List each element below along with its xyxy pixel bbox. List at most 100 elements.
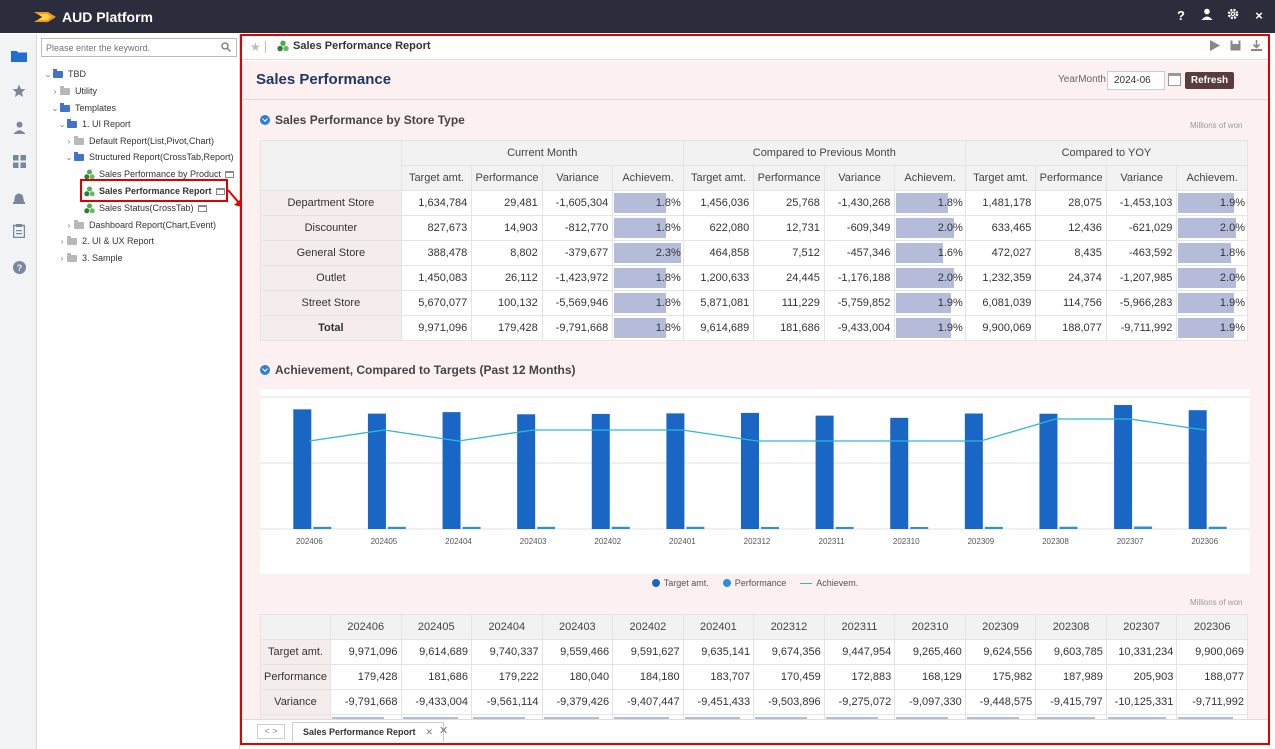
tree-node-utility[interactable]: › Utility bbox=[50, 84, 97, 98]
table-cell: 179,222 bbox=[471, 664, 543, 690]
cell-value: 1.8% bbox=[937, 197, 963, 209]
table-row: Performance 179,428 181,686 179,222 180,040 1… bbox=[260, 664, 1248, 690]
table-cell: 184,180 bbox=[612, 664, 684, 690]
bar-target bbox=[442, 412, 461, 529]
measure-header: Achievem. bbox=[612, 165, 684, 191]
dashboard-icon[interactable] bbox=[10, 152, 28, 170]
tree-node-sales-performance-report[interactable]: Sales Performance Report bbox=[84, 184, 225, 198]
app-titlebar: AUD Platform ? × bbox=[0, 0, 1275, 33]
chevron-down-icon[interactable]: ⌄ bbox=[51, 103, 59, 113]
chevron-right-icon[interactable]: › bbox=[67, 136, 71, 146]
close-icon[interactable]: × bbox=[1255, 8, 1263, 23]
star-icon[interactable] bbox=[10, 82, 28, 100]
chevron-down-icon[interactable]: ⌄ bbox=[65, 152, 73, 162]
table-cell: -1,207,985 bbox=[1105, 265, 1178, 291]
section-title-achievement: Achievement, Compared to Targets (Past 1… bbox=[260, 363, 576, 377]
tree-node-sample[interactable]: › 3. Sample bbox=[57, 251, 123, 265]
tree-node-ui-report[interactable]: ⌄ 1. UI Report bbox=[57, 117, 131, 131]
search-icon[interactable] bbox=[221, 42, 231, 55]
question-icon[interactable]: ? bbox=[10, 258, 28, 276]
table-cell: 10,331,234 bbox=[1105, 639, 1178, 665]
favorite-star-icon[interactable]: ★ bbox=[250, 40, 261, 54]
gear-icon[interactable] bbox=[1225, 8, 1241, 23]
cell-value: 1.6% bbox=[937, 247, 963, 259]
table-cell: 9,591,627 bbox=[612, 639, 684, 665]
tree-node-dashboard-report[interactable]: › Dashboard Report(Chart,Event) bbox=[64, 218, 216, 232]
tree-node-label: Utility bbox=[75, 86, 97, 96]
tree-node-default-report[interactable]: › Default Report(List,Pivot,Chart) bbox=[64, 134, 214, 148]
tab-nav-buttons[interactable]: < > bbox=[257, 724, 285, 739]
x-tick-label: 202312 bbox=[744, 537, 771, 546]
download-icon[interactable] bbox=[1251, 40, 1262, 54]
collapse-icon[interactable] bbox=[260, 365, 270, 375]
table-cell: 114,756 bbox=[1035, 290, 1107, 316]
user-icon[interactable] bbox=[10, 118, 28, 136]
clipboard-icon[interactable] bbox=[10, 222, 28, 240]
bar-target bbox=[964, 413, 983, 529]
table-cell: 24,445 bbox=[753, 265, 825, 291]
save-icon[interactable] bbox=[1230, 40, 1241, 54]
window-icon[interactable] bbox=[197, 204, 207, 212]
table-cell: 9,603,785 bbox=[1035, 639, 1107, 665]
yearmonth-input[interactable]: 2024-06 bbox=[1107, 71, 1165, 90]
chevron-down-icon[interactable]: ⌄ bbox=[58, 119, 66, 129]
achievement-bar bbox=[896, 193, 949, 213]
play-icon[interactable] bbox=[1210, 40, 1220, 54]
close-all-tabs-icon[interactable]: ✕ bbox=[439, 725, 449, 737]
bar-target bbox=[1188, 410, 1207, 529]
achievement-cell: 1.6% bbox=[894, 240, 966, 266]
x-tick-label: 202309 bbox=[967, 537, 994, 546]
table-row: Variance -9,791,668 -9,433,004 -9,561,114 -9… bbox=[260, 689, 1248, 715]
report-header: ★ Sales Performance Report bbox=[242, 36, 1268, 60]
cell-value: 1.9% bbox=[1219, 322, 1245, 334]
table-cell: 8,435 bbox=[1035, 240, 1107, 266]
table-cell: -9,791,668 bbox=[329, 689, 402, 715]
report-icon bbox=[84, 169, 95, 179]
tree-node-tbd[interactable]: ⌄ TBD bbox=[43, 67, 86, 81]
achievement-bar bbox=[896, 268, 955, 288]
tree-node-sales-by-product[interactable]: Sales Performance by Product bbox=[84, 167, 235, 181]
table-cell: 9,900,069 bbox=[1176, 639, 1248, 665]
chevron-right-icon[interactable]: › bbox=[67, 220, 71, 230]
window-icon[interactable] bbox=[225, 170, 235, 178]
achievement-bar bbox=[896, 243, 943, 263]
table-cell: -457,346 bbox=[823, 240, 896, 266]
user-icon[interactable] bbox=[1199, 8, 1215, 23]
table-cell: 388,478 bbox=[400, 240, 473, 266]
refresh-button[interactable]: Refresh bbox=[1185, 72, 1234, 89]
help-icon[interactable]: ? bbox=[1177, 8, 1185, 23]
search-input[interactable] bbox=[42, 39, 212, 56]
table-cell: -1,453,103 bbox=[1105, 190, 1178, 216]
chevron-right-icon[interactable]: › bbox=[60, 253, 64, 263]
x-tick-label: 202402 bbox=[594, 537, 621, 546]
collapse-icon[interactable] bbox=[260, 115, 270, 125]
x-tick-label: 202306 bbox=[1191, 537, 1218, 546]
achievement-cell: 1.9% bbox=[1176, 290, 1248, 316]
table-cell: 1,634,784 bbox=[400, 190, 473, 216]
folder-icon[interactable] bbox=[10, 46, 28, 64]
table-cell: -9,451,433 bbox=[682, 689, 755, 715]
chevron-right-icon[interactable]: › bbox=[53, 86, 57, 96]
tree-node-structured-report[interactable]: ⌄ Structured Report(CrossTab,Report) bbox=[64, 150, 234, 164]
table-cell: 14,903 bbox=[471, 215, 543, 241]
alarm-icon[interactable] bbox=[10, 188, 28, 206]
tree-node-ui-ux-report[interactable]: › 2. UI & UX Report bbox=[57, 234, 154, 248]
achievement-bar bbox=[1178, 243, 1231, 263]
column-header: 202309 bbox=[964, 614, 1037, 640]
tab-sales-performance-report[interactable]: Sales Performance Report ✕ bbox=[292, 722, 445, 742]
calendar-icon[interactable] bbox=[1168, 73, 1181, 86]
measure-header: Variance bbox=[541, 165, 614, 191]
tree-node-templates[interactable]: ⌄ Templates bbox=[50, 101, 116, 115]
tree-node-sales-status[interactable]: Sales Status(CrossTab) bbox=[84, 201, 207, 215]
achievement-cell: 1.9% bbox=[1176, 315, 1248, 341]
achievement-cell: 2.0% bbox=[894, 215, 966, 241]
column-group-header: Compared to YOY bbox=[964, 140, 1249, 166]
window-icon[interactable] bbox=[215, 187, 225, 195]
measure-header: Variance bbox=[1105, 165, 1178, 191]
x-tick-label: 202404 bbox=[445, 537, 472, 546]
column-group-header: Compared to Previous Month bbox=[682, 140, 966, 166]
close-icon[interactable]: ✕ bbox=[425, 727, 434, 737]
chevron-down-icon[interactable]: ⌄ bbox=[44, 69, 52, 79]
chevron-right-icon[interactable]: › bbox=[60, 236, 64, 246]
table-cell: -463,592 bbox=[1105, 240, 1178, 266]
